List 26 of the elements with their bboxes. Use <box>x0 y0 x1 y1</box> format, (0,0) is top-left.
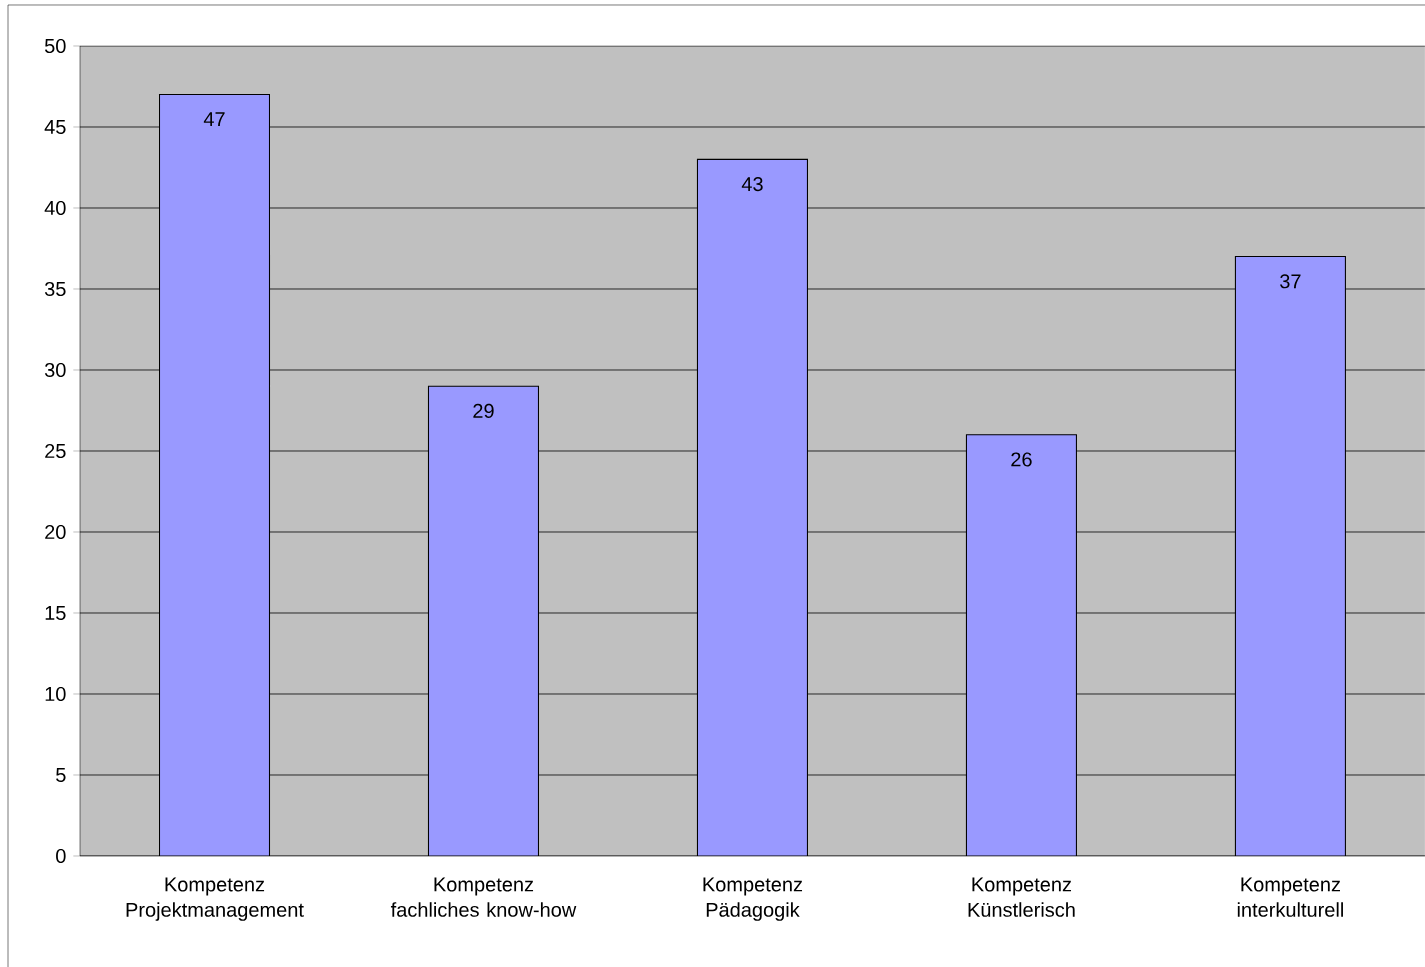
y-tick-label: 30 <box>44 362 66 378</box>
y-tick-label: 50 <box>44 38 66 54</box>
y-tick-label: 20 <box>45 524 66 540</box>
x-tick-label: Kompetenz interkulturell <box>1237 877 1343 917</box>
x-tick-label: Kompetenz fachliches know-how <box>390 877 577 917</box>
y-tick-label: 0 <box>56 848 66 864</box>
data-label: 29 <box>473 403 494 418</box>
y-tick-label: 5 <box>56 768 66 782</box>
bar <box>965 434 1077 856</box>
y-tick-label: 25 <box>45 443 66 459</box>
y-tick-label: 15 <box>45 606 66 620</box>
y-tick-label: 10 <box>45 686 66 702</box>
bar <box>427 385 540 856</box>
bar <box>1234 256 1346 856</box>
x-tick-label: Kompetenz Künstlerisch <box>968 877 1075 917</box>
data-label: 43 <box>741 176 763 192</box>
data-label: 37 <box>1280 274 1301 289</box>
y-tick-label: 40 <box>44 200 66 216</box>
x-tick-label: Kompetenz Projektmanagement <box>126 877 304 921</box>
x-tick-label: Kompetenz Pädagogik <box>703 877 803 921</box>
y-tick-label: 35 <box>44 281 66 297</box>
bar <box>158 94 271 856</box>
data-label: 26 <box>1011 452 1032 467</box>
bar <box>696 158 808 856</box>
y-tick-label: 45 <box>44 120 66 134</box>
data-label: 47 <box>203 112 225 126</box>
